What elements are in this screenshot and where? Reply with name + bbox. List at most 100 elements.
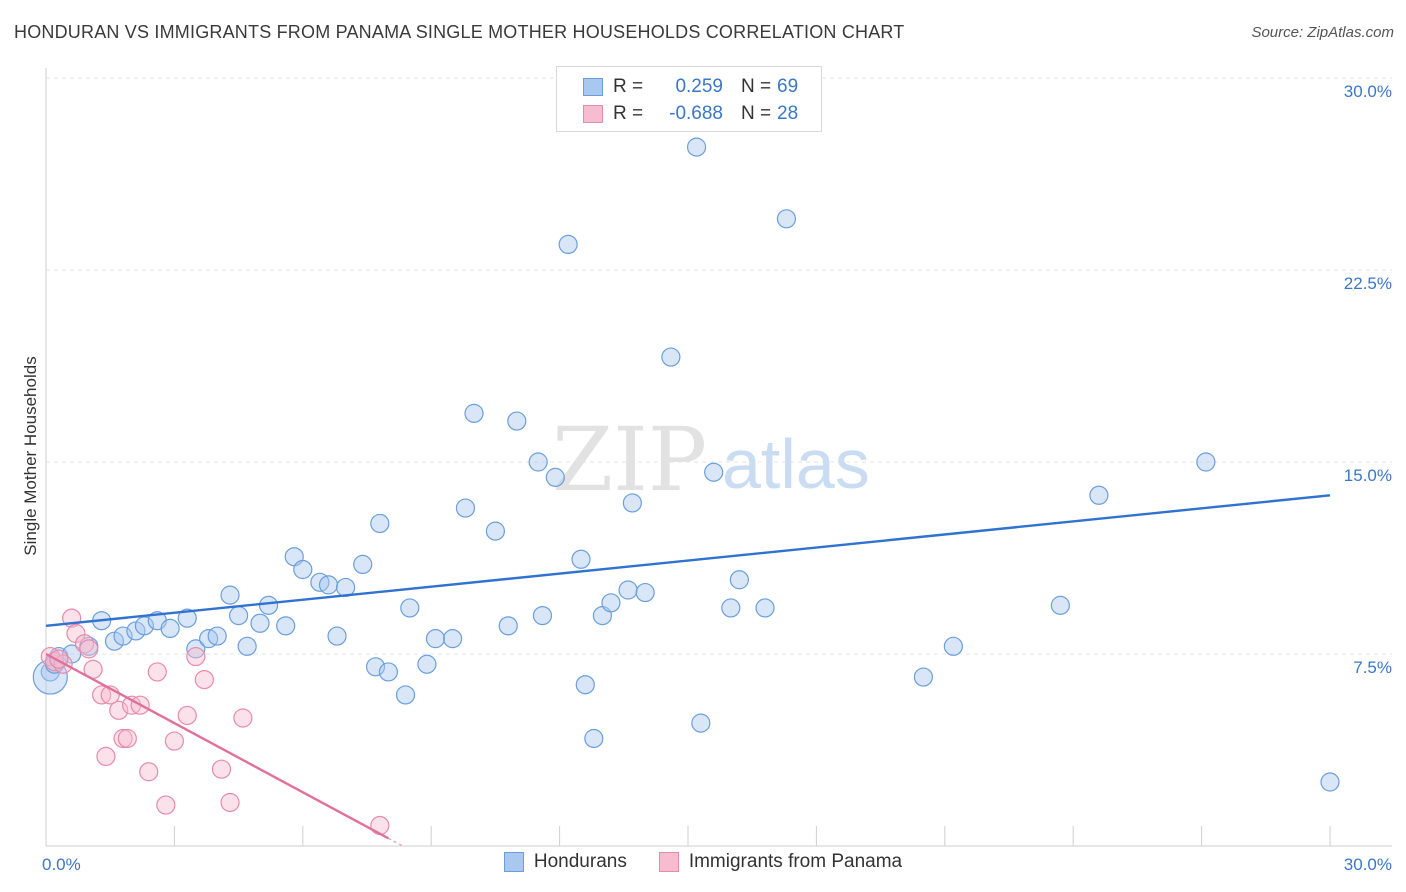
honduran-point [237, 636, 257, 656]
honduran-point [425, 629, 446, 649]
honduran-point [276, 616, 296, 636]
honduran-point [755, 598, 775, 618]
legend-label-hondurans: Hondurans [533, 851, 627, 872]
x-tick-label: 0.0% [42, 855, 81, 874]
honduran-trend-line [45, 494, 1331, 628]
honduran-point [686, 137, 707, 157]
legend-row-hondurans: R = 0.259 N = 69 [583, 75, 798, 99]
legend-r-label: R = [613, 103, 644, 124]
panama-point [186, 646, 206, 667]
legend-n-label: N = [741, 103, 772, 124]
honduran-point [635, 582, 655, 603]
honduran-point [913, 667, 934, 687]
honduran-point [721, 598, 741, 618]
panama-point [177, 705, 197, 726]
series-legend: Hondurans Immigrants from Panama [0, 851, 1406, 873]
panama-point [164, 731, 184, 751]
watermark: ZIP atlas [552, 408, 870, 511]
honduran-point [327, 626, 347, 646]
source-label: Source: ZipAtlas.com [1251, 24, 1394, 41]
honduran-point [571, 549, 591, 569]
tick-labels: 7.5% 15.0% 22.5% 30.0% 0.0% 30.0% [42, 82, 1392, 874]
legend-swatch-panama [583, 105, 603, 123]
honduran-point [622, 493, 642, 513]
x-tick-label: 30.0% [1344, 855, 1392, 874]
legend-n-label: N = [741, 76, 772, 97]
honduran-point [250, 613, 270, 633]
honduran-point [186, 639, 206, 659]
honduran-point [370, 513, 390, 534]
honduran-point [395, 685, 416, 705]
legend-r-value: -0.688 [669, 103, 723, 124]
honduran-point [113, 626, 133, 646]
panama-point [79, 639, 99, 659]
panama-point [139, 762, 159, 782]
honduran-point [417, 654, 437, 674]
legend-swatch-panama [658, 852, 679, 872]
watermark-atlas: atlas [722, 425, 870, 503]
legend-swatch-hondurans [583, 78, 603, 96]
legend-label-panama: Immigrants from Panama [688, 851, 903, 872]
panama-point [194, 669, 214, 690]
honduran-point [601, 593, 621, 613]
honduran-point [584, 728, 604, 749]
y-tick-label: 22.5% [1344, 274, 1392, 293]
legend-row-panama: R = -0.688 N = 28 [583, 102, 798, 126]
honduran-point [691, 713, 711, 733]
panama-point [370, 815, 390, 836]
honduran-point [353, 554, 373, 575]
legend-item-panama: Immigrants from Panama [658, 851, 903, 873]
legend-r-label: R = [613, 76, 644, 97]
honduran-point [558, 234, 578, 254]
honduran-point [943, 636, 963, 656]
honduran-point [575, 675, 595, 695]
y-axis-title: Single Mother Households [21, 356, 40, 555]
axes [45, 68, 1392, 847]
honduran-point [661, 347, 681, 367]
honduran-point [400, 598, 420, 618]
legend-swatch-hondurans [503, 852, 524, 872]
chart-title: HONDURAN VS IMMIGRANTS FROM PANAMA SINGL… [14, 22, 905, 42]
y-tick-label: 15.0% [1344, 466, 1392, 485]
honduran-point [545, 467, 565, 487]
honduran-point [464, 403, 484, 423]
honduran-point [532, 605, 553, 626]
honduran-point [528, 452, 548, 472]
honduran-point [1050, 595, 1070, 615]
honduran-point [365, 657, 386, 677]
honduran-point [776, 209, 797, 229]
panama-trend-line [45, 652, 389, 840]
panama-point [220, 792, 240, 813]
honduran-point [318, 575, 339, 595]
honduran-point [443, 629, 463, 649]
panama-point [211, 759, 232, 779]
honduran-point [160, 618, 180, 639]
panama-point [96, 746, 116, 767]
honduran-point [378, 662, 398, 682]
honduran-point [485, 521, 505, 541]
legend-r-value: 0.259 [675, 76, 723, 97]
honduran-point [455, 498, 476, 518]
honduran-point [293, 559, 313, 580]
panama-point [147, 662, 167, 682]
honduran-point [1196, 452, 1216, 472]
legend-n-value: 69 [777, 76, 799, 97]
honduran-point [207, 626, 227, 646]
grid-lines [46, 77, 1392, 655]
trend-lines [45, 494, 1331, 848]
stats-legend: R = 0.259 N = 69 R = -0.688 N = 28 [556, 66, 822, 132]
panama-trend-extension [388, 837, 404, 848]
panama-point [109, 700, 129, 720]
honduran-point [1089, 485, 1109, 505]
legend-n-value: 28 [777, 103, 799, 124]
honduran-point [704, 462, 724, 482]
panama-point [117, 728, 137, 749]
honduran-point [498, 616, 518, 636]
honduran-point [618, 580, 638, 600]
y-tick-label: 7.5% [1353, 658, 1392, 677]
honduran-point [258, 595, 279, 615]
panama-point [233, 708, 253, 728]
legend-item-hondurans: Hondurans [503, 851, 627, 873]
honduran-point [1320, 772, 1340, 792]
